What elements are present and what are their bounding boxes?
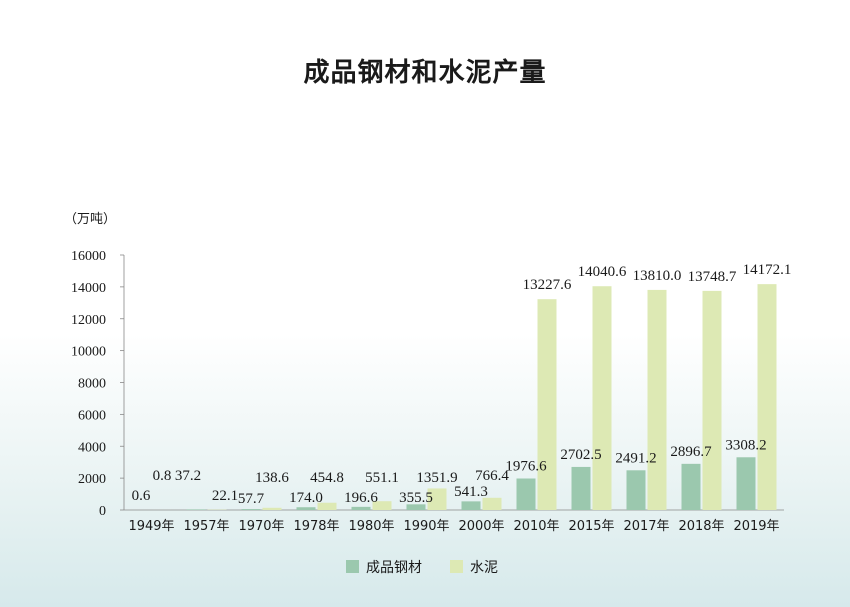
data-label-steel: 2491.2 (615, 450, 656, 466)
legend-swatch-steel (346, 560, 359, 573)
bar-steel (571, 466, 591, 510)
data-label-steel: 355.5 (399, 490, 433, 506)
data-label-cement: 13748.7 (688, 269, 737, 285)
bar-cement (262, 507, 282, 510)
data-label-cement: 138.6 (255, 470, 289, 486)
bar-cement (372, 501, 392, 510)
data-label-steel: 2896.7 (670, 444, 712, 460)
x-tick-label: 1990年 (403, 519, 449, 534)
data-label-steel: 541.3 (454, 484, 488, 500)
x-tick-label: 1970年 (238, 519, 284, 534)
bar-cement (702, 290, 722, 510)
bar-steel (736, 457, 756, 510)
x-tick-label: 2018年 (678, 519, 724, 534)
bar-cement (482, 497, 502, 510)
data-label-steel: 2702.5 (560, 447, 601, 463)
x-tick-label: 2010年 (513, 519, 559, 534)
data-label-cement: 22.1 (212, 488, 238, 504)
bar-cement (757, 284, 777, 510)
x-tick-label: 1980年 (348, 519, 394, 534)
y-tick-label: 12000 (71, 313, 106, 328)
x-tick-label: 1957年 (183, 519, 229, 534)
data-label-cement: 14172.1 (743, 262, 792, 278)
y-tick-label: 2000 (78, 472, 106, 487)
y-tick-label: 10000 (71, 345, 106, 360)
x-tick-label: 2000年 (458, 519, 504, 534)
data-label-steel: 3308.2 (725, 437, 766, 453)
y-tick-label: 0 (99, 504, 106, 519)
data-label-cement: 766.4 (475, 468, 509, 484)
x-tick-label: 1978年 (293, 519, 339, 534)
bar-steel (626, 470, 646, 510)
data-label-cement: 0.8 (153, 468, 172, 484)
y-tick-label: 4000 (78, 440, 106, 455)
bar-steel (406, 504, 426, 510)
data-label-cement: 454.8 (310, 470, 344, 486)
chart-title: 成品钢材和水泥产量 (303, 58, 547, 88)
bar-cement (647, 289, 667, 510)
legend-label-steel: 成品钢材 (366, 560, 422, 576)
bar-steel (516, 478, 536, 510)
data-label-cement: 551.1 (365, 470, 399, 486)
data-label-steel: 57.7 (238, 491, 265, 507)
y-tick-label: 16000 (71, 249, 106, 264)
x-tick-label: 2017年 (623, 519, 669, 534)
bar-steel (461, 501, 481, 510)
y-unit-label: （万吨） (64, 212, 116, 227)
bar-steel (296, 507, 316, 510)
bar-cement (427, 488, 447, 510)
bar-steel (681, 463, 701, 510)
legend-swatch-cement (450, 560, 463, 573)
bar-cement (537, 299, 557, 510)
data-label-steel: 174.0 (289, 490, 323, 506)
data-label-cement: 1351.9 (416, 470, 457, 486)
data-label-cement: 14040.6 (578, 264, 627, 280)
data-label-steel: 0.6 (132, 488, 151, 504)
y-tick-label: 8000 (78, 377, 106, 392)
bar-steel (186, 509, 206, 510)
legend-label-cement: 水泥 (470, 560, 498, 576)
data-label-steel: 196.6 (344, 490, 378, 506)
x-tick-label: 2015年 (568, 519, 614, 534)
data-label-steel: 1976.6 (505, 458, 547, 474)
x-tick-label: 1949年 (128, 519, 174, 534)
bar-steel (241, 509, 261, 510)
data-label-cement: 13227.6 (523, 277, 572, 293)
x-tick-label: 2019年 (733, 519, 779, 534)
y-tick-label: 14000 (71, 281, 106, 296)
bar-cement (592, 286, 612, 510)
bar-cement (317, 502, 337, 510)
bar-steel (351, 506, 371, 510)
data-label-cement: 13810.0 (633, 268, 682, 284)
y-tick-label: 6000 (78, 408, 106, 423)
data-label-steel: 37.2 (175, 468, 201, 484)
